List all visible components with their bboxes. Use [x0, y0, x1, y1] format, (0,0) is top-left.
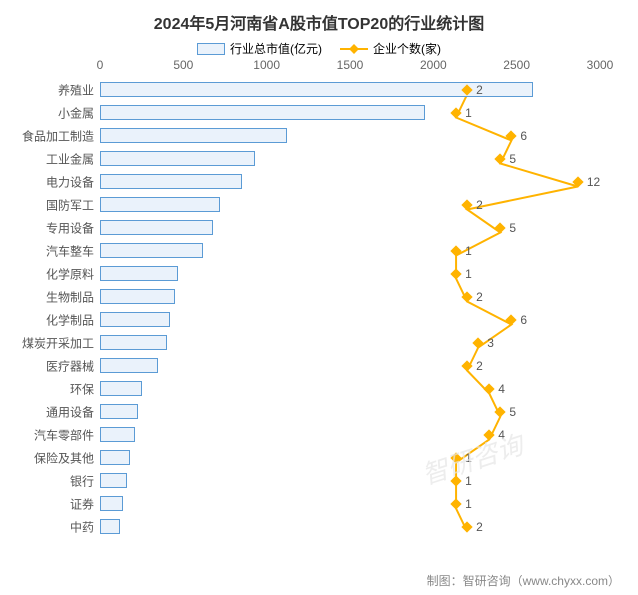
bar — [100, 496, 123, 511]
bar — [100, 381, 142, 396]
line-value-label: 3 — [487, 336, 494, 350]
line-marker — [450, 107, 461, 118]
line-value-label: 2 — [476, 83, 483, 97]
x-tick-label: 500 — [173, 58, 193, 72]
y-axis-label: 化学制品 — [46, 311, 94, 328]
line-value-label: 1 — [465, 106, 472, 120]
x-tick-label: 1500 — [337, 58, 364, 72]
y-axis-label: 食品加工制造 — [22, 127, 94, 144]
bar — [100, 312, 170, 327]
bar — [100, 450, 130, 465]
legend-bar-label: 行业总市值(亿元) — [230, 40, 322, 57]
line-value-label: 12 — [587, 175, 600, 189]
line-marker — [572, 176, 583, 187]
bar — [100, 404, 138, 419]
line-value-label: 1 — [465, 451, 472, 465]
bar — [100, 197, 220, 212]
chart-container: 2024年5月河南省A股市值TOP20的行业统计图 行业总市值(亿元) 企业个数… — [0, 0, 638, 595]
y-axis-label: 环保 — [70, 380, 94, 397]
line-marker — [495, 153, 506, 164]
line-marker — [450, 245, 461, 256]
line-value-label: 4 — [498, 382, 505, 396]
line-marker — [495, 406, 506, 417]
bar — [100, 243, 203, 258]
y-axis-label: 电力设备 — [46, 173, 94, 190]
footer-credit: 制图：智研咨询（www.chyxx.com） — [427, 572, 620, 589]
line-marker — [450, 498, 461, 509]
legend-line: 企业个数(家) — [340, 40, 441, 57]
line-value-label: 1 — [465, 267, 472, 281]
line-marker — [461, 199, 472, 210]
line-value-label: 2 — [476, 359, 483, 373]
line-value-label: 6 — [520, 313, 527, 327]
line-value-label: 5 — [509, 152, 516, 166]
y-axis-label: 国防军工 — [46, 196, 94, 213]
legend: 行业总市值(亿元) 企业个数(家) — [0, 40, 638, 57]
line-value-label: 1 — [465, 244, 472, 258]
plot-area: 216512251126324541112 — [100, 78, 600, 548]
y-axis-label: 银行 — [70, 472, 94, 489]
legend-line-swatch — [340, 48, 368, 50]
x-tick-label: 0 — [97, 58, 104, 72]
bar — [100, 335, 167, 350]
line-value-label: 2 — [476, 520, 483, 534]
line-value-label: 2 — [476, 290, 483, 304]
bar — [100, 174, 242, 189]
line-value-label: 5 — [509, 405, 516, 419]
y-axis-label: 生物制品 — [46, 288, 94, 305]
line-marker — [473, 337, 484, 348]
y-axis-label: 煤炭开采加工 — [22, 334, 94, 351]
y-axis-label: 中药 — [70, 518, 94, 535]
x-tick-label: 2000 — [420, 58, 447, 72]
line-marker — [450, 475, 461, 486]
legend-bar: 行业总市值(亿元) — [197, 40, 322, 57]
y-axis-label: 汽车零部件 — [34, 426, 94, 443]
bar — [100, 128, 287, 143]
bar — [100, 151, 255, 166]
line-value-label: 1 — [465, 474, 472, 488]
bar — [100, 289, 175, 304]
bar — [100, 427, 135, 442]
bar — [100, 105, 425, 120]
x-axis: 050010001500200025003000 — [100, 58, 600, 76]
line-value-label: 5 — [509, 221, 516, 235]
y-axis-label: 通用设备 — [46, 403, 94, 420]
line-marker — [450, 268, 461, 279]
bar — [100, 266, 178, 281]
bar — [100, 473, 127, 488]
line-marker — [506, 314, 517, 325]
line-marker — [450, 452, 461, 463]
x-tick-label: 2500 — [503, 58, 530, 72]
line-marker — [495, 222, 506, 233]
line-value-label: 2 — [476, 198, 483, 212]
y-axis-label: 保险及其他 — [34, 449, 94, 466]
line-value-label: 4 — [498, 428, 505, 442]
line-value-label: 6 — [520, 129, 527, 143]
bar — [100, 519, 120, 534]
legend-line-label: 企业个数(家) — [373, 40, 441, 57]
chart-title: 2024年5月河南省A股市值TOP20的行业统计图 — [0, 0, 638, 34]
line-value-label: 1 — [465, 497, 472, 511]
line-marker — [484, 383, 495, 394]
x-tick-label: 3000 — [587, 58, 614, 72]
y-axis-label: 化学原料 — [46, 265, 94, 282]
line-marker — [506, 130, 517, 141]
bar — [100, 358, 158, 373]
line-marker — [484, 429, 495, 440]
y-axis-label: 医疗器械 — [46, 357, 94, 374]
y-axis-label: 小金属 — [58, 104, 94, 121]
y-axis-label: 工业金属 — [46, 150, 94, 167]
line-marker — [461, 360, 472, 371]
y-axis-label: 证券 — [70, 495, 94, 512]
y-axis-label: 养殖业 — [58, 81, 94, 98]
line-marker — [461, 521, 472, 532]
legend-bar-swatch — [197, 43, 225, 55]
bar — [100, 220, 213, 235]
y-axis-label: 专用设备 — [46, 219, 94, 236]
x-tick-label: 1000 — [253, 58, 280, 72]
line-marker — [461, 291, 472, 302]
y-axis-label: 汽车整车 — [46, 242, 94, 259]
